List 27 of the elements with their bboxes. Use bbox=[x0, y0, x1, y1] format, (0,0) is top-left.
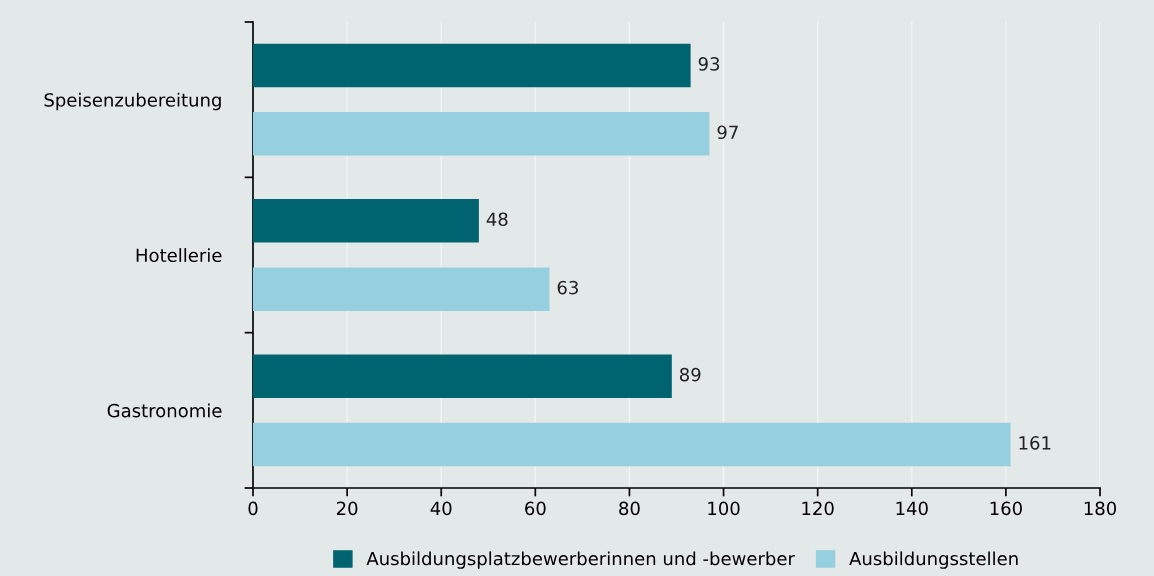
bar bbox=[253, 422, 1011, 467]
x-tick-label: 20 bbox=[336, 501, 358, 516]
x-tick-label: 100 bbox=[708, 501, 740, 516]
x-tick-label: 180 bbox=[1084, 501, 1117, 516]
bar bbox=[253, 199, 479, 243]
x-tick-label: 120 bbox=[802, 501, 834, 516]
data-label: 161 bbox=[1019, 436, 1051, 450]
y-tick-label: Hotellerie bbox=[136, 248, 222, 263]
bar bbox=[253, 354, 672, 398]
data-label: 93 bbox=[698, 57, 720, 71]
y-tick-label: Gastronomie bbox=[107, 403, 222, 418]
x-tick-label: 160 bbox=[990, 501, 1022, 516]
y-tick-label: Speisenzubereitung bbox=[44, 92, 221, 111]
legend-label: Ausbildungsplatzbewerberinnen und -bewerber bbox=[366, 551, 795, 569]
data-label: 97 bbox=[717, 125, 738, 140]
bar bbox=[253, 43, 691, 88]
x-tick-label: 140 bbox=[896, 501, 928, 516]
x-tick-label: 40 bbox=[430, 501, 452, 516]
x-tick-label: 80 bbox=[619, 501, 640, 516]
x-tick-label: 60 bbox=[525, 501, 546, 516]
legend-label: Ausbildungsstellen bbox=[849, 551, 1018, 569]
x-tick-label: 0 bbox=[248, 501, 258, 516]
bar bbox=[253, 267, 550, 311]
data-label: 89 bbox=[679, 367, 701, 382]
data-label: 63 bbox=[557, 280, 578, 295]
data-label: 48 bbox=[486, 212, 508, 227]
bar bbox=[253, 112, 710, 156]
